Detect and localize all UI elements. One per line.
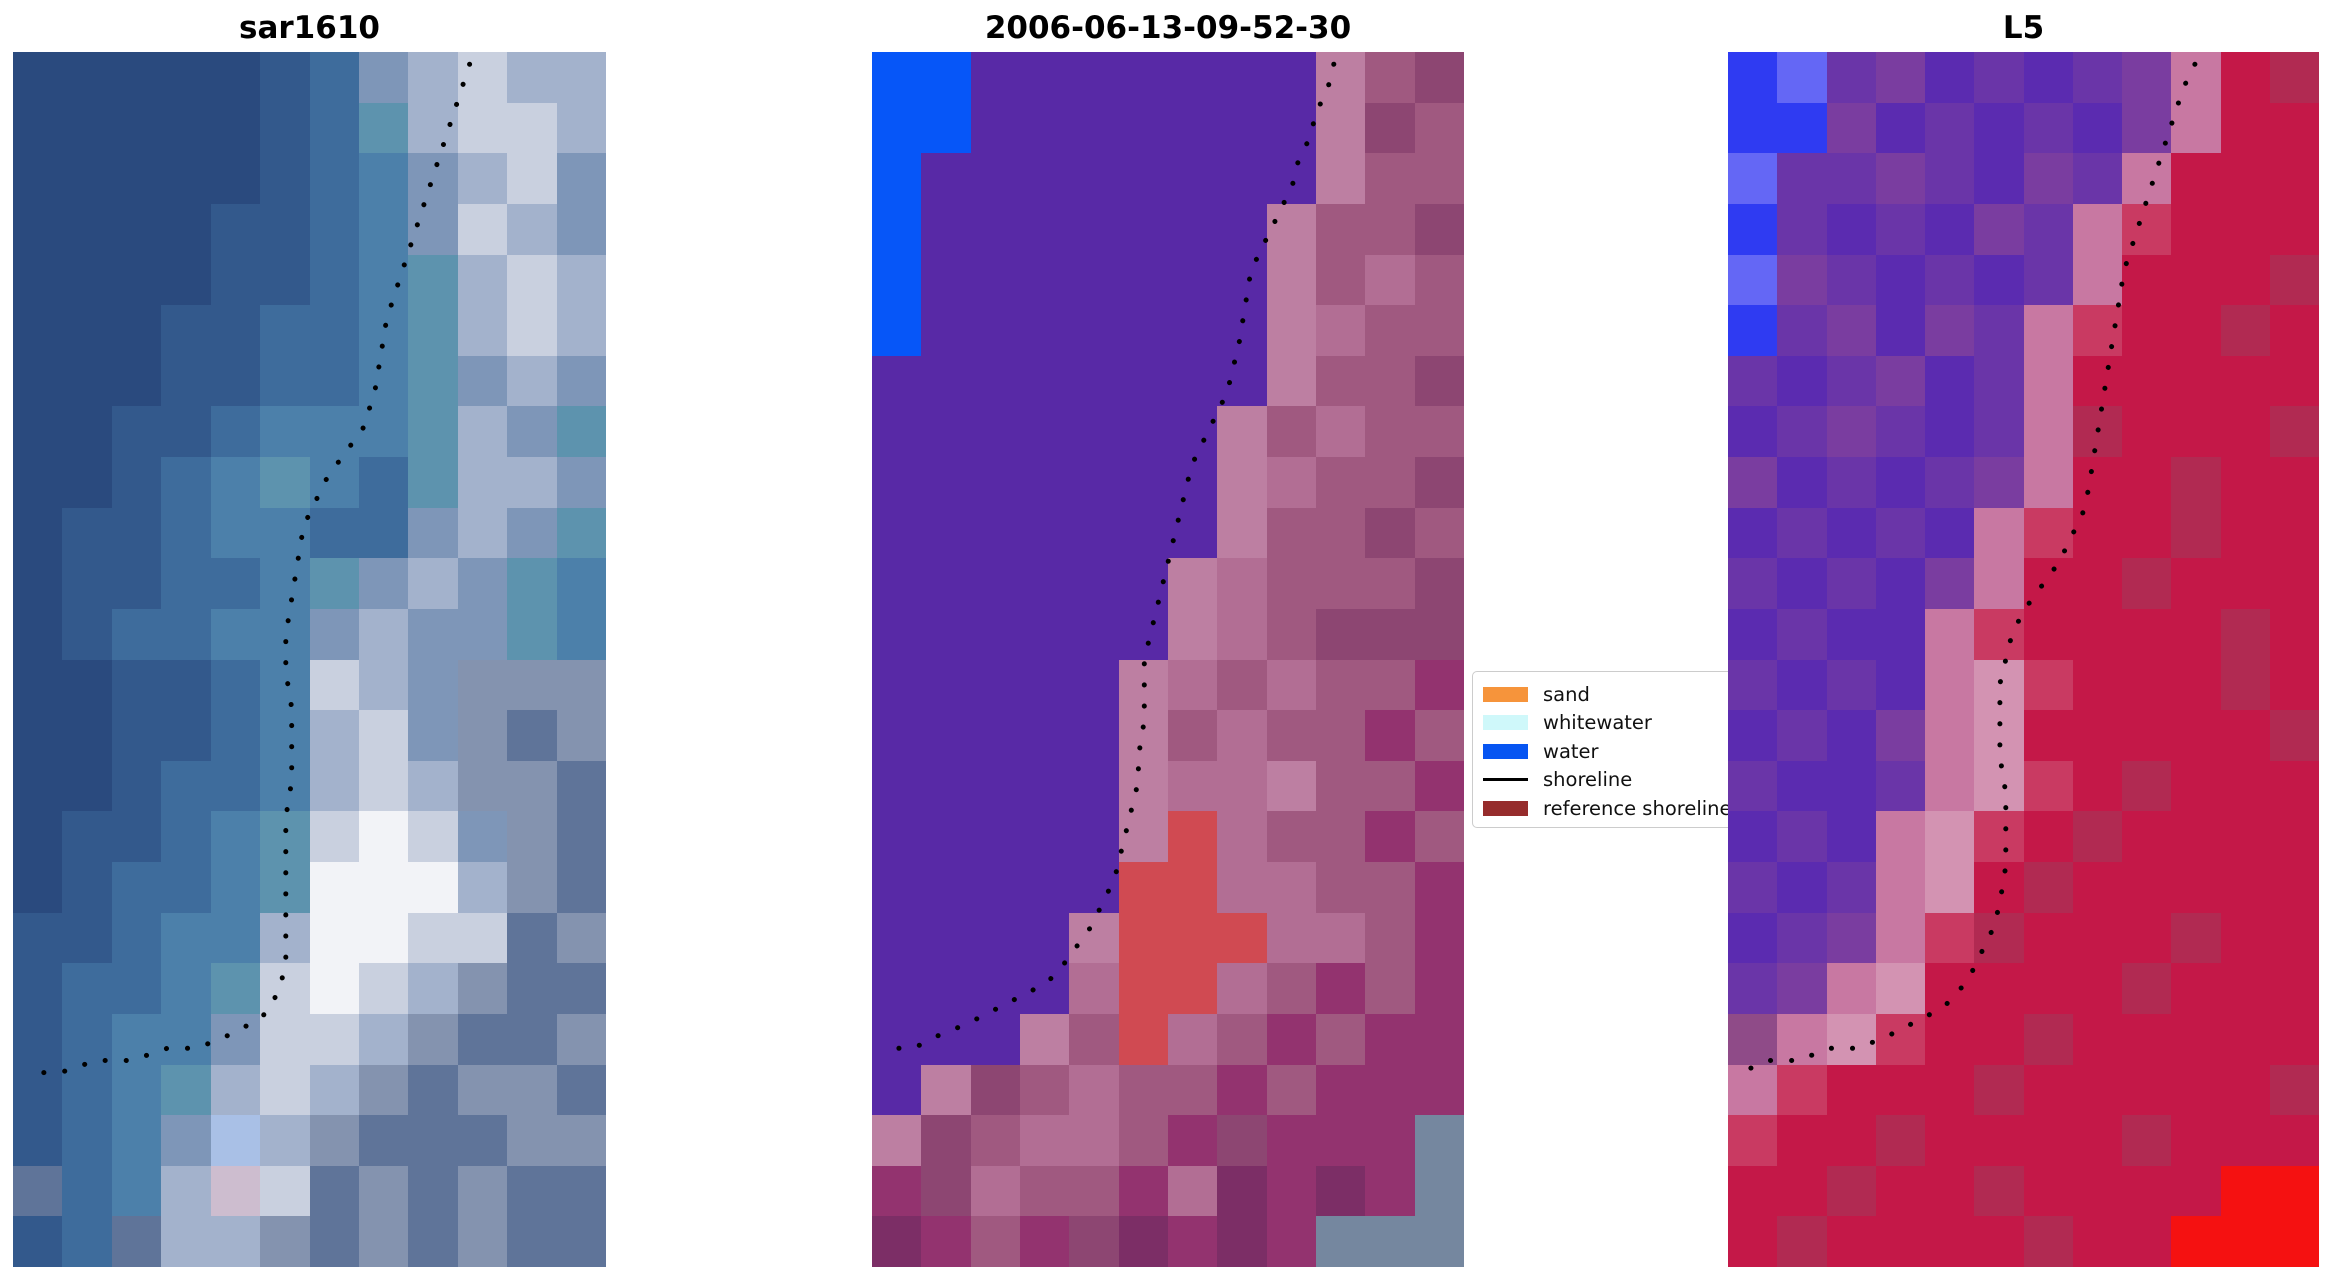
legend-label-whitewater: whitewater	[1543, 711, 1652, 735]
legend-label-water: water	[1543, 739, 1599, 763]
legend-item-sand: sand	[1483, 680, 1753, 709]
shoreline-line-swatch	[1483, 778, 1528, 782]
legend-item-shoreline: shoreline	[1483, 766, 1753, 795]
legend-label-sand: sand	[1543, 682, 1590, 706]
classified-pixel-grid	[872, 52, 1464, 1267]
legend-label-reference-shoreline: reference shoreline	[1543, 796, 1732, 820]
panel-title-l5: L5	[2002, 10, 2045, 46]
whitewater-swatch	[1483, 715, 1528, 731]
panel-image-sar1610	[13, 52, 606, 1267]
l5-pixel-grid	[1728, 52, 2319, 1267]
panel-title-date: 2006-06-13-09-52-30	[984, 10, 1352, 46]
legend-item-reference-shoreline: reference shoreline	[1483, 794, 1753, 823]
reference-shoreline-swatch	[1483, 800, 1528, 816]
panel-image-l5	[1728, 52, 2319, 1267]
legend-label-shoreline: shoreline	[1543, 768, 1633, 792]
legend: sand whitewater water shoreline referenc…	[1472, 671, 1764, 828]
sar-pixel-grid	[13, 52, 606, 1267]
panel-title-sar1610: sar1610	[239, 10, 380, 46]
legend-item-whitewater: whitewater	[1483, 709, 1753, 738]
sand-swatch	[1483, 686, 1528, 702]
legend-item-water: water	[1483, 737, 1753, 766]
water-swatch	[1483, 743, 1528, 759]
panel-image-classified-scene	[872, 52, 1464, 1267]
